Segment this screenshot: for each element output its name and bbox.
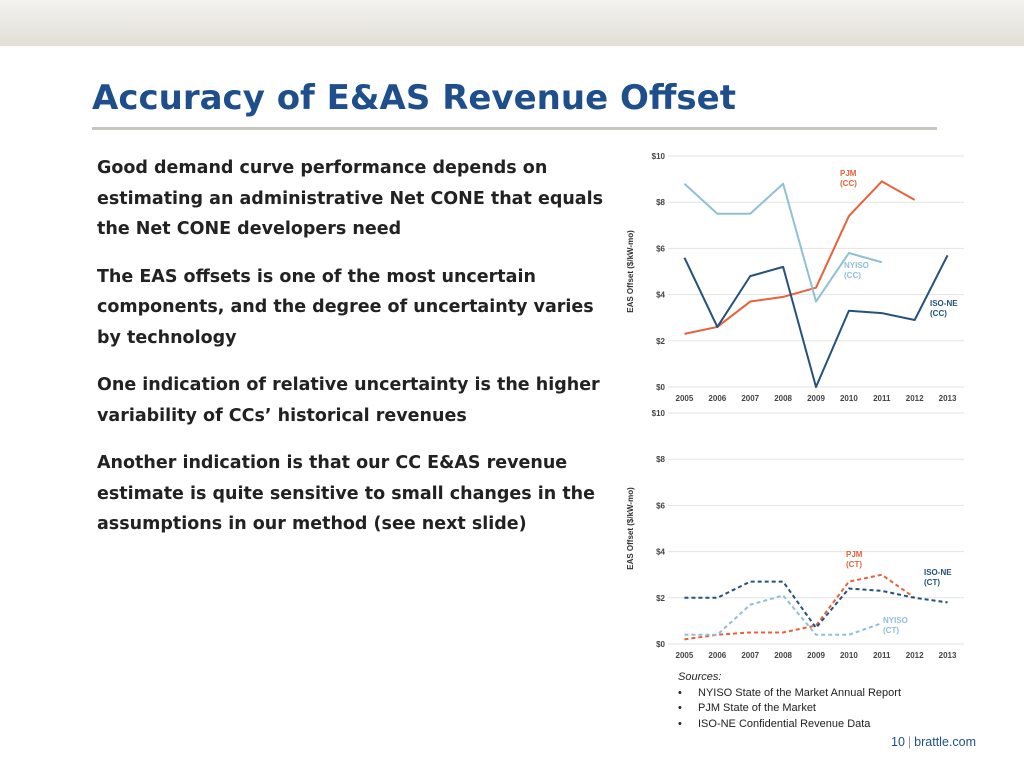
series-label-line: ISO-NE: [924, 568, 952, 577]
top-banner: [0, 0, 1024, 46]
y-tick-label: $8: [656, 455, 665, 464]
x-tick-label: 2006: [708, 651, 726, 660]
x-tick-label: 2007: [741, 651, 759, 660]
y-tick-label: $8: [656, 198, 665, 207]
series-label: PJM (CT): [846, 550, 863, 569]
y-tick-label: $10: [652, 152, 666, 161]
series-line-nyiso-ct: [684, 594, 883, 636]
x-tick-label: 2013: [939, 651, 957, 660]
footer-separator: |: [907, 735, 912, 749]
series-label-line: PJM: [846, 550, 863, 559]
series-label-line: (CT): [924, 578, 940, 587]
series-label: ISO-NE (CT): [924, 568, 952, 587]
series-label-line: ISO-NE: [930, 299, 958, 308]
series-label: PJM (CC): [840, 169, 857, 188]
source-item: NYISO State of the Market Annual Report: [678, 686, 901, 702]
series-line-pjm-cc: [684, 180, 916, 335]
x-tick-label: 2008: [774, 651, 792, 660]
source-item: PJM State of the Market: [678, 701, 901, 717]
x-tick-label: 2009: [807, 394, 825, 403]
y-tick-label: $0: [656, 383, 665, 392]
series-label-line: NYISO: [844, 261, 869, 270]
series-line-iso-ne-cc: [683, 254, 949, 388]
y-tick-label: $6: [656, 501, 665, 510]
y-tick-label: $4: [656, 291, 665, 300]
x-tick-label: 2005: [676, 394, 694, 403]
title-underline: [92, 127, 937, 130]
y-tick-label: $2: [656, 337, 665, 346]
series-label-line: NYISO: [883, 616, 908, 625]
y-tick-label: $2: [656, 594, 665, 603]
bullet-list: Good demand curve performance depends on…: [97, 153, 607, 557]
x-tick-label: 2005: [676, 651, 694, 660]
x-tick-label: 2007: [741, 394, 759, 403]
source-item: ISO-NE Confidential Revenue Data: [678, 717, 901, 733]
series-line-nyiso-cc: [683, 182, 883, 303]
x-tick-label: 2009: [807, 651, 825, 660]
series-label-line: (CT): [846, 560, 862, 569]
y-axis-label: EAS Offset ($/kW-mo): [626, 487, 635, 570]
series-line-iso-ne-ct: [684, 580, 948, 629]
x-tick-label: 2013: [939, 394, 957, 403]
x-tick-label: 2006: [708, 394, 726, 403]
series-label-line: (CC): [844, 271, 861, 280]
x-tick-label: 2010: [840, 394, 858, 403]
y-tick-label: $6: [656, 244, 665, 253]
x-tick-label: 2011: [873, 394, 891, 403]
y-tick-label: $4: [656, 548, 665, 557]
sources-block: Sources: NYISO State of the Market Annua…: [678, 670, 901, 732]
y-axis-label: EAS Offset ($/kW-mo): [626, 230, 635, 313]
series-label-line: (CC): [840, 179, 857, 188]
cc-eas-offset-chart: $0 $2 $4 $6 $8 $10 EAS Offset ($/kW-mo) 2005 200…: [626, 152, 964, 403]
page-number: 10: [891, 735, 905, 749]
y-tick-label: $0: [656, 640, 665, 649]
sources-list: NYISO State of the Market Annual Report …: [678, 686, 901, 733]
x-tick-label: 2010: [840, 651, 858, 660]
y-tick-label: $10: [652, 409, 666, 418]
slide-footer: 10 | brattle.com: [891, 735, 976, 749]
bullet-item: One indication of relative uncertainty i…: [97, 375, 600, 426]
series-label: ISO-NE (CC): [930, 299, 958, 318]
x-tick-label: 2012: [906, 651, 924, 660]
series-label-line: (CT): [883, 626, 899, 635]
x-tick-label: 2012: [906, 394, 924, 403]
bullet-item: Another indication is that our CC E&AS r…: [97, 453, 596, 534]
bullet-item: The EAS offsets is one of the most uncer…: [97, 266, 594, 348]
series-line-pjm-ct: [684, 573, 916, 641]
x-tick-label: 2008: [774, 394, 792, 403]
series-label: NYISO (CC): [844, 261, 869, 280]
series-label: NYISO (CT): [883, 616, 908, 635]
series-label-line: (CC): [930, 309, 947, 318]
ct-eas-offset-chart: $0 $2 $4 $6 $8 $10 EAS Offset ($/kW-mo) 2005 200…: [626, 409, 964, 660]
series-label-line: PJM: [840, 169, 857, 178]
footer-site: brattle.com: [914, 735, 976, 749]
sources-heading: Sources:: [678, 671, 722, 683]
bullet-item: Good demand curve performance depends on…: [97, 158, 604, 239]
slide-title: Accuracy of E&AS Revenue Offset: [92, 78, 736, 118]
x-tick-label: 2011: [873, 651, 891, 660]
